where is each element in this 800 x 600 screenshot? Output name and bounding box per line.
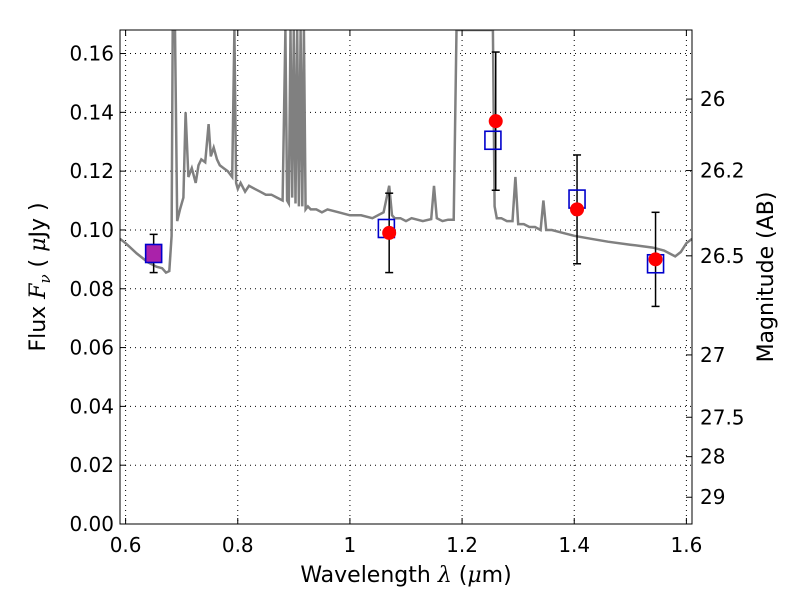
y-tick-label: 0.16 (69, 42, 114, 66)
right-tick-label: 27 (700, 343, 725, 367)
observed-flux-dot (570, 202, 585, 217)
observed-flux-markers (382, 114, 663, 267)
model-photometry-markers (144, 130, 665, 274)
y-tick-label: 0.10 (69, 218, 114, 242)
x-tick-label: 1 (344, 533, 357, 557)
y-tick-label: 0.14 (69, 100, 114, 124)
right-tick-label: 29 (700, 485, 725, 509)
x-tick-label: 1.4 (558, 533, 590, 557)
x-tick-label: 0.8 (222, 533, 254, 557)
right-tick-label: 26 (700, 87, 725, 111)
y-tick-label: 0.08 (69, 277, 114, 301)
observed-flux-dot (488, 114, 503, 129)
y-tick-label: 0.02 (69, 453, 114, 477)
x-tick-label: 1.6 (670, 533, 702, 557)
plot-frame (119, 29, 693, 525)
error-bars (149, 51, 660, 308)
right-axis-ticks: 26 26.2 26.5 27 27.5 28 29 (686, 87, 745, 509)
x-tick-label: 0.6 (110, 533, 142, 557)
observed-flux-dot (382, 225, 397, 240)
y-axis-ticks: 0.00 0.02 0.04 0.06 0.08 0.10 0.12 0.14 0.16 (69, 42, 126, 536)
right-tick-label: 26.5 (700, 244, 745, 268)
y-tick-label: 0.04 (69, 394, 114, 418)
plot-area (120, 30, 692, 275)
grid-lines (120, 30, 692, 525)
model-spectrum-line (120, 30, 692, 275)
x-tick-label: 1.2 (446, 533, 478, 557)
right-tick-label: 26.2 (700, 159, 745, 183)
right-axis-title: Magnitude (AB) (754, 192, 779, 363)
model-photometry-square (144, 243, 163, 264)
x-axis-title: Wavelength λ (μm) (300, 563, 511, 588)
y-axis-title: Flux Fν ( μJy ) (26, 202, 54, 351)
right-tick-label: 28 (700, 445, 725, 469)
y-tick-label: 0.06 (69, 336, 114, 360)
y-tick-label: 0.00 (69, 512, 114, 536)
y-tick-label: 0.12 (69, 159, 114, 183)
x-axis-ticks: 0.6 0.8 1 1.2 1.4 1.6 (110, 30, 702, 557)
observed-flux-dot (648, 252, 663, 267)
model-photometry-square (484, 130, 502, 151)
right-tick-label: 27.5 (700, 405, 745, 429)
